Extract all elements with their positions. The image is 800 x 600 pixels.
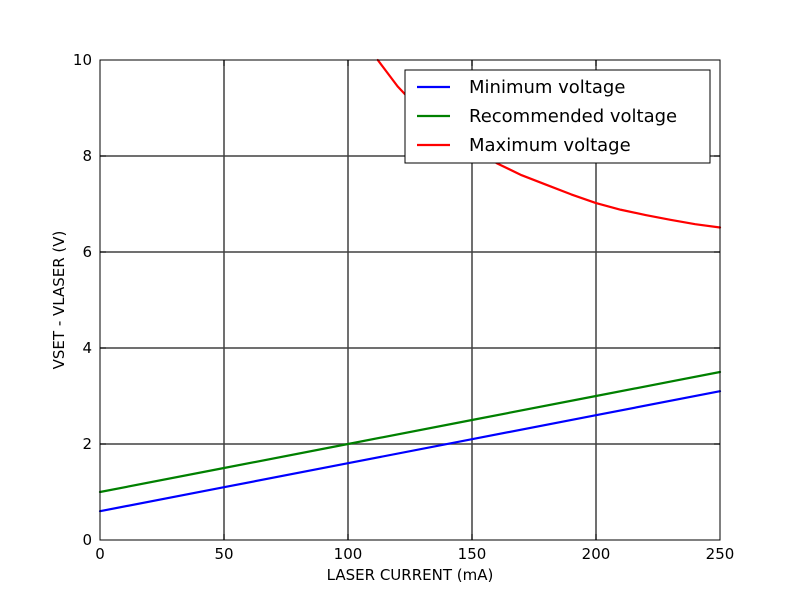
legend-label-3: Maximum voltage <box>469 135 631 156</box>
legend-label-2: Recommended voltage <box>469 106 677 127</box>
x-tick-label: 150 <box>458 545 487 563</box>
axis-labels: LASER CURRENT (mA) VSET - VLASER (V) <box>50 231 493 584</box>
ticks: 0 50 100 150 200 250 0 2 4 6 8 10 <box>73 51 734 563</box>
y-axis-label: VSET - VLASER (V) <box>50 231 68 370</box>
y-tick-label: 0 <box>82 531 92 549</box>
y-tick-label: 10 <box>73 51 92 69</box>
x-tick-label: 250 <box>706 545 735 563</box>
x-tick-label: 50 <box>214 545 233 563</box>
series-line-2 <box>98 370 722 494</box>
y-tick-label: 2 <box>82 435 92 453</box>
series-line-1 <box>98 390 722 513</box>
x-tick-label: 0 <box>95 545 105 563</box>
y-tick-label: 6 <box>82 243 92 261</box>
y-tick-label: 4 <box>82 339 92 357</box>
plot-frame <box>99 59 721 541</box>
x-axis-label: LASER CURRENT (mA) <box>327 566 494 584</box>
legend: Minimum voltage Recommended voltage Maximu… <box>404 69 711 164</box>
y-tick-label: 8 <box>82 147 92 165</box>
x-tick-label: 100 <box>334 545 363 563</box>
x-tick-label: 200 <box>582 545 611 563</box>
legend-box <box>404 69 711 164</box>
legend-label-1: Minimum voltage <box>469 77 625 98</box>
